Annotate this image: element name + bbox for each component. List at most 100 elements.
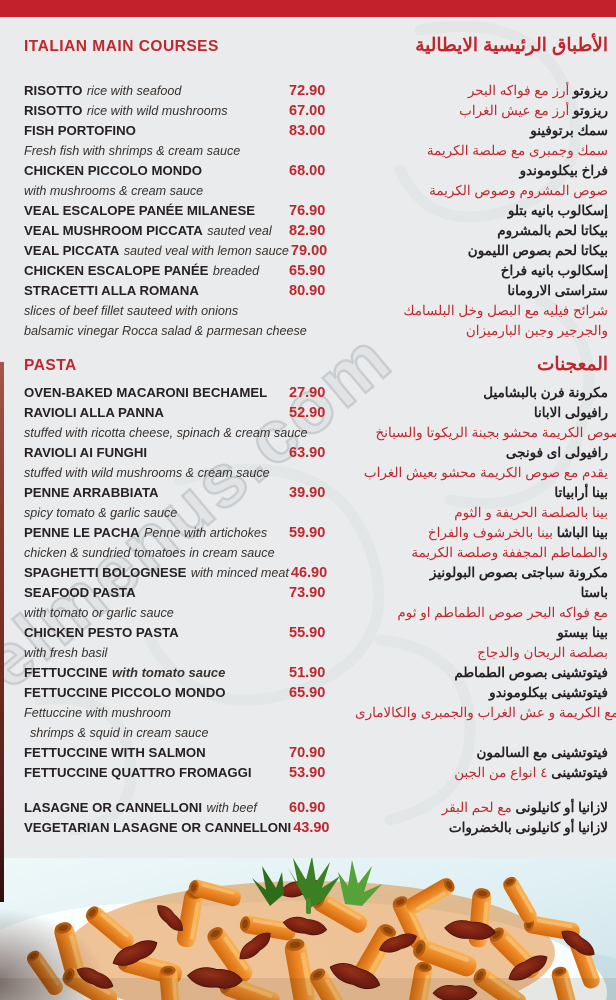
item-arabic: لازانيا أو كانيلونى بالخضروات (359, 818, 608, 838)
menu-item-row: OVEN-BAKED MACARONI BECHAMEL 27.90 مكرونة … (24, 383, 608, 403)
item-price: 76.90 (289, 203, 326, 219)
item-english: shrimps & squid in cream sauce (24, 723, 289, 743)
item-name-ar: باستا (580, 585, 608, 600)
item-price: 72.90 (289, 83, 326, 99)
item-desc-en: stuffed with ricotta cheese, spinach & c… (24, 426, 308, 440)
item-english: spicy tomato & garlic sauce (24, 503, 289, 523)
menu-item-row: with mushrooms & cream sauce صوص المشروم … (24, 181, 608, 201)
item-english: FISH PORTOFINO (24, 121, 289, 141)
item-desc-en: stuffed with wild mushrooms & cream sauc… (24, 466, 270, 480)
top-red-bar (0, 0, 616, 17)
item-name-ar: رافيولى الابانا (533, 405, 608, 420)
item-arabic: بيكاتا لحم بصوص الليمون (357, 241, 608, 261)
item-name-ar: بيكاتا لحم بصوص الليمون (467, 243, 608, 258)
item-english: RAVIOLI ALLA PANNA (24, 403, 289, 423)
menu-item-row: RISOTTO rice with seafood 72.90 ريزوتو أرز… (24, 81, 608, 101)
item-name-ar: فيتوتشينى بيكلوموندو (489, 685, 608, 700)
item-name-ar: ريزوتو (573, 83, 608, 98)
item-arabic: بيكاتا لحم بالمشروم (355, 221, 608, 241)
item-arabic: ستراستى الارومانا (355, 281, 608, 301)
item-name-en: SPAGHETTI BOLOGNESE (24, 565, 187, 580)
item-desc-ar: مع فواكه البحر صوص الطماطم او ثوم (397, 605, 608, 620)
item-name-ar: بيكاتا لحم بالمشروم (497, 223, 608, 238)
item-desc-en: with mushrooms & cream sauce (24, 184, 204, 198)
item-arabic: مع فواكه البحر صوص الطماطم او ثوم (355, 603, 608, 623)
item-price: 39.90 (289, 485, 326, 501)
item-name-en: SEAFOOD PASTA (24, 585, 136, 600)
item-arabic: بينا أرابياتا (355, 483, 608, 503)
section-title-en: ITALIAN MAIN COURSES (24, 38, 219, 55)
item-english: FETTUCCINE WITH SALMON (24, 743, 289, 763)
item-name-en: CHICKEN PICCOLO MONDO (24, 163, 203, 178)
item-desc-en: shrimps & squid in cream sauce (30, 726, 209, 740)
item-english: with fresh basil (24, 643, 289, 663)
menu-item-row: SPAGHETTI BOLOGNESE with minced meat 46.9… (24, 563, 608, 583)
menu-item-row: FISH PORTOFINO 83.00 سمك برتوفينو (24, 121, 608, 141)
item-name-ar: لازانيا أو كانيلونى (515, 800, 608, 815)
item-arabic: إسكالوب بانيه بتلو (355, 201, 608, 221)
item-desc-en: with beef (206, 801, 257, 815)
item-arabic: يقدم مع صوص الكريمة محشو بعيش الغراب (355, 463, 608, 483)
item-arabic: مكرونة سباجتى بصوص البولونيز (357, 563, 608, 583)
item-arabic: بصلصة الريحان والدجاج (355, 643, 608, 663)
item-english: FETTUCCINE with tomato sauce (24, 663, 289, 683)
item-name-ar: بينا الباشا (556, 525, 608, 540)
menu-item-row: LASAGNE OR CANNELLONI with beef 60.90 لازا… (24, 798, 608, 818)
item-arabic: رافيولى الابانا (355, 403, 608, 423)
menu-item-row: balsamic vinegar Rocca salad & parmesan … (24, 321, 608, 341)
item-price: 43.90 (293, 820, 330, 836)
item-arabic: والطماطم المجففة وصلصة الكريمة (355, 543, 608, 563)
item-price: 65.90 (289, 685, 326, 701)
item-english: CHICKEN ESCALOPE PANÉE breaded (24, 261, 289, 281)
item-english: RAVIOLI AI FUNGHI (24, 443, 289, 463)
section-title-ar: المعجنات (537, 353, 608, 374)
item-price: 52.90 (289, 405, 326, 421)
item-name-en: RISOTTO (24, 103, 83, 118)
menu-item-row: FETTUCCINE PICCOLO MONDO 65.90 فيتوتشينى ب… (24, 683, 608, 703)
item-name-en: FETTUCCINE QUATTRO FROMAGGI (24, 765, 252, 780)
item-name-ar: ستراستى الارومانا (507, 283, 608, 298)
item-price: 63.90 (289, 445, 326, 461)
item-english: LASAGNE OR CANNELLONI with beef (24, 798, 289, 818)
item-name-ar: إسكالوب بانيه بتلو (507, 203, 608, 218)
section-title-en: PASTA (24, 357, 77, 374)
item-desc-ar: أرز مع عيش الغراب (459, 103, 570, 118)
item-price: 46.90 (290, 565, 328, 581)
menu-item-row: PENNE LE PACHA Penne with artichokes 59.9… (24, 523, 608, 543)
item-desc-ar: شرائح فيليه مع البصل وخل البلسامك (403, 303, 608, 318)
item-arabic: لازانيا أو كانيلونى مع لحم البقر (355, 798, 608, 818)
menu-item-row: CHICKEN ESCALOPE PANÉE breaded 65.90 إسكال… (24, 261, 608, 281)
item-english: with mushrooms & cream sauce (24, 181, 289, 201)
item-desc-en: balsamic vinegar Rocca salad & parmesan … (24, 324, 307, 338)
menu-item-row: RAVIOLI AI FUNGHI 63.90 رافيولى اى فونجى (24, 443, 608, 463)
item-name-en: FETTUCCINE WITH SALMON (24, 745, 206, 760)
item-desc-en: breaded (212, 264, 260, 278)
item-desc-en: spicy tomato & garlic sauce (24, 506, 178, 520)
item-arabic: بينا الباشا بينا بالخرشوف والفراخ (355, 523, 608, 543)
item-english: STRACETTI ALLA ROMANA (24, 281, 289, 301)
item-arabic: إسكالوب بانيه فراخ (355, 261, 608, 281)
item-arabic: بينا بالصلصة الحريفة و الثوم (355, 503, 608, 523)
item-english: stuffed with wild mushrooms & cream sauc… (24, 463, 289, 483)
item-desc-ar: بينا بالصلصة الحريفة و الثوم (454, 505, 608, 520)
item-price: 60.90 (289, 800, 326, 816)
section-header: ITALIAN MAIN COURSES الأطباق الرئيسية الا… (24, 34, 608, 58)
item-name-en: VEAL MUSHROOM PICCATA (24, 223, 203, 238)
item-price: 59.90 (289, 525, 326, 541)
item-arabic: ريزوتو أرز مع عيش الغراب (355, 101, 608, 121)
item-name-ar: سمك برتوفينو (530, 123, 608, 138)
menu-item-row: with fresh basil بصلصة الريحان والدجاج (24, 643, 608, 663)
item-price: 55.90 (289, 625, 326, 641)
item-english: OVEN-BAKED MACARONI BECHAMEL (24, 383, 289, 403)
menu-item-row: VEAL ESCALOPE PANÉE MILANESE 76.90 إسكالوب… (24, 201, 608, 221)
menu-item-row: VEAL MUSHROOM PICCATA sauted veal 82.90 بي… (24, 221, 608, 241)
item-arabic: سمك برتوفينو (355, 121, 608, 141)
item-price: 27.90 (289, 385, 326, 401)
item-name-en: PENNE ARRABBIATA (24, 485, 159, 500)
item-desc-en: slices of beef fillet sauteed with onion… (24, 304, 239, 318)
item-english: SPAGHETTI BOLOGNESE with minced meat (24, 563, 291, 583)
item-name-en: LASAGNE OR CANNELLONI (24, 800, 203, 815)
item-desc-ar: بصلصة الريحان والدجاج (477, 645, 608, 660)
menu-item-row: PENNE ARRABBIATA 39.90 بينا أرابياتا (24, 483, 608, 503)
item-english: RISOTTO rice with seafood (24, 81, 289, 101)
